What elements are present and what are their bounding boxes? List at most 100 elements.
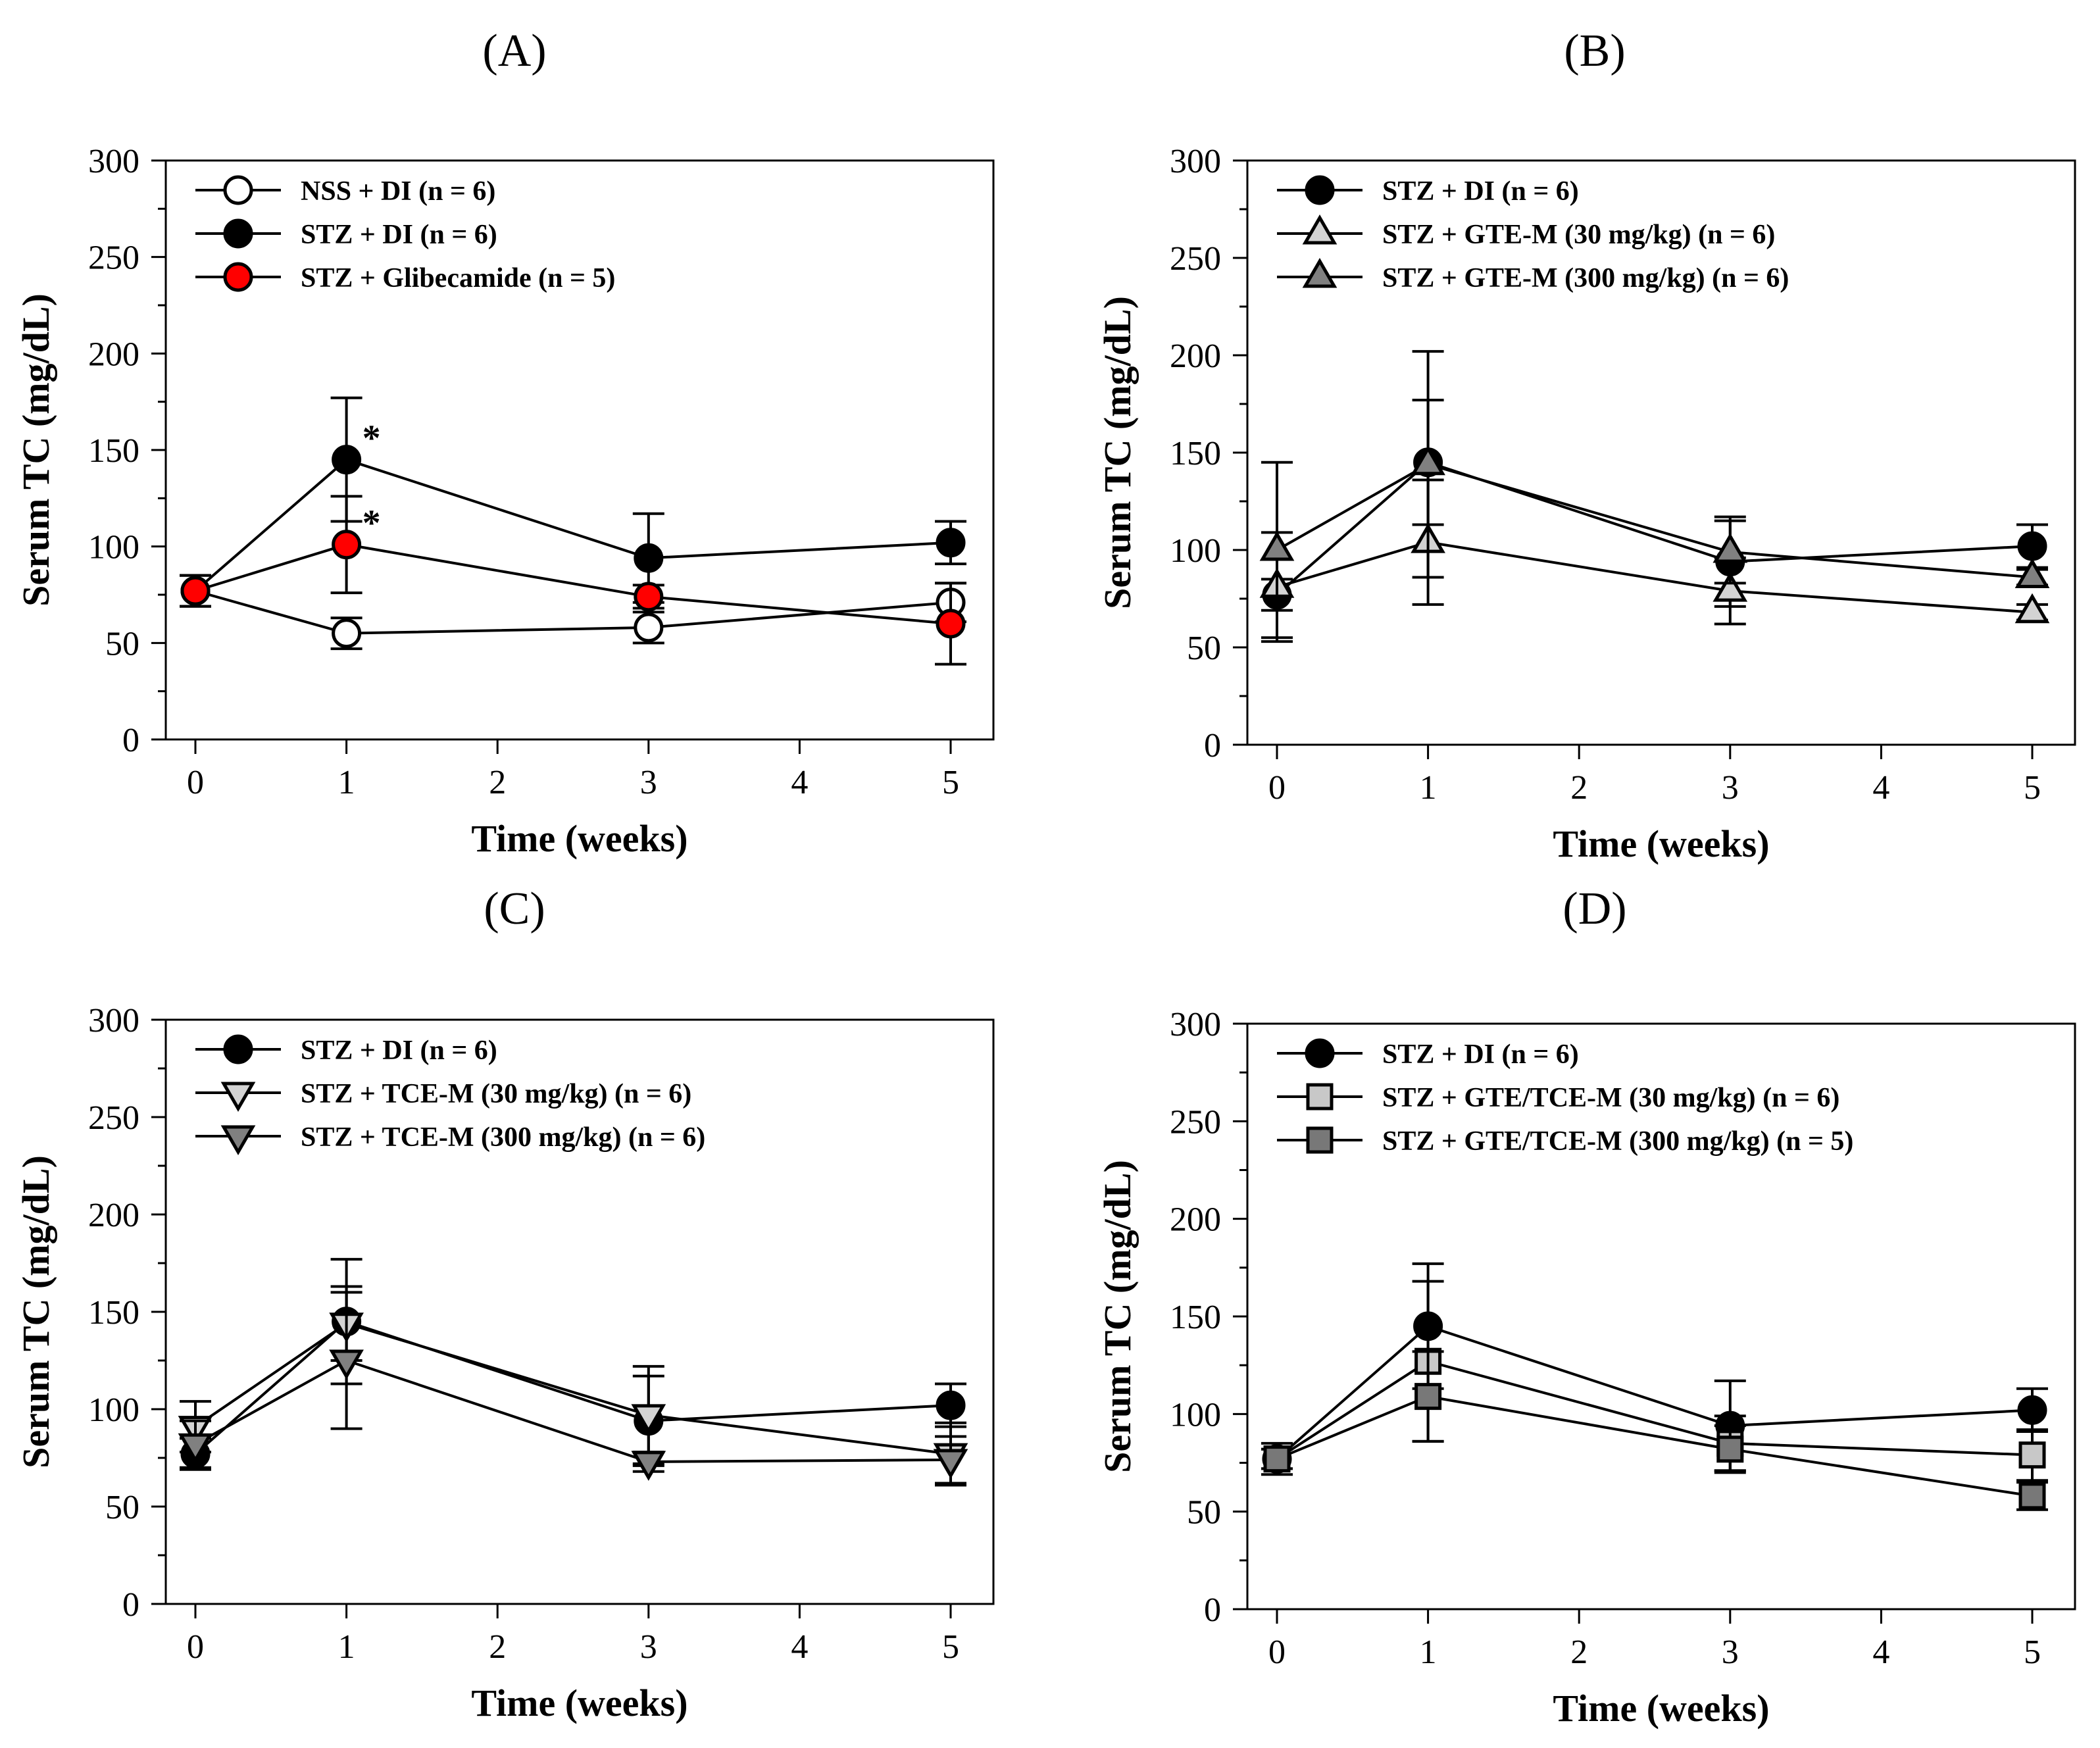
data-point xyxy=(2018,1482,2046,1510)
data-point xyxy=(933,1449,968,1479)
x-tick-label: 1 xyxy=(338,764,355,801)
significance-star: * xyxy=(362,503,381,544)
panel-d: (D) 0 50 100 150 200 250 300 0 1 2 3 4 5 Time (weeks) S… xyxy=(1096,884,2076,1730)
series-1 xyxy=(180,396,966,608)
legend-label: STZ + GTE-M (30 mg/kg) (n = 6) xyxy=(1382,220,1775,250)
data-point xyxy=(1259,531,1295,561)
data-point xyxy=(2018,1441,2046,1469)
x-tick-label: 0 xyxy=(1268,769,1286,807)
data-point xyxy=(1414,1383,1442,1411)
panel-c: (C) 0 50 100 150 200 250 300 0 1 2 3 4 5 Time (weeks) S… xyxy=(14,884,995,1724)
data-point xyxy=(631,1404,666,1434)
data-point xyxy=(332,445,362,475)
y-axis-title: Serum TC (mg/dL) xyxy=(1096,296,1139,609)
legend: STZ + DI (n = 6) STZ + GTE-M (30 mg/kg) (… xyxy=(1277,175,1789,293)
panel-label: (B) xyxy=(1564,26,1625,76)
data-point xyxy=(178,1433,213,1464)
series-line xyxy=(1276,1395,2033,1497)
x-tick-label: 1 xyxy=(1420,1634,1437,1671)
y-tick-label: 300 xyxy=(88,1002,139,1039)
series-1 xyxy=(1261,1280,2048,1482)
legend-marker xyxy=(223,218,253,249)
legend-marker xyxy=(1302,214,1338,245)
legend: STZ + DI (n = 6) STZ + TCE-M (30 mg/kg) (… xyxy=(195,1034,705,1155)
y-tick-label: 200 xyxy=(1170,1201,1221,1239)
data-point xyxy=(329,1349,364,1380)
legend-marker xyxy=(1302,258,1338,288)
series-2 xyxy=(1261,1350,2048,1511)
legend-marker xyxy=(1306,1083,1334,1111)
data-point xyxy=(1411,445,1445,476)
x-tick-label: 5 xyxy=(942,1628,959,1666)
x-tick-label: 4 xyxy=(791,1628,808,1666)
series-line xyxy=(195,589,951,635)
legend-label: STZ + GTE/TCE-M (300 mg/kg) (n = 5) xyxy=(1382,1126,1853,1157)
y-tick-label: 150 xyxy=(1170,1299,1221,1336)
y-tick-label: 150 xyxy=(1170,435,1221,472)
legend-label: STZ + DI (n = 6) xyxy=(301,1036,497,1066)
data-point xyxy=(936,528,966,558)
legend-label: STZ + GTE-M (300 mg/kg) (n = 6) xyxy=(1382,263,1789,293)
series-line xyxy=(1276,1324,2033,1461)
series-line xyxy=(195,1359,951,1463)
data-point xyxy=(332,618,362,649)
y-tick-label: 50 xyxy=(1187,630,1221,667)
x-tick-label: 3 xyxy=(640,764,657,801)
series-line xyxy=(1276,462,2033,579)
y-tick-label: 250 xyxy=(88,1099,139,1137)
x-tick-label: 5 xyxy=(2024,1634,2041,1671)
data-point xyxy=(1713,572,1748,602)
x-tick-label: 4 xyxy=(1872,1634,1889,1671)
y-tick-label: 0 xyxy=(122,722,139,759)
legend-label: STZ + TCE-M (300 mg/kg) (n = 6) xyxy=(301,1122,705,1153)
data-point xyxy=(634,582,664,612)
x-tick-label: 2 xyxy=(1570,769,1588,807)
legend-marker xyxy=(1305,1038,1335,1068)
y-axis-title: Serum TC (mg/dL) xyxy=(14,1155,57,1468)
y-axis-title: Serum TC (mg/dL) xyxy=(1096,1160,1139,1473)
series-line xyxy=(194,1320,951,1455)
legend-label: STZ + GTE/TCE-M (30 mg/kg) (n = 6) xyxy=(1382,1083,1839,1113)
x-tick-label: 5 xyxy=(942,764,959,801)
series-2 xyxy=(1259,350,2050,639)
panel-label: (A) xyxy=(482,26,546,76)
x-tick-label: 2 xyxy=(489,764,506,801)
y-tick-label: 0 xyxy=(1204,1591,1221,1629)
data-point xyxy=(634,612,664,643)
y-tick-label: 300 xyxy=(1170,1006,1221,1043)
series-line xyxy=(194,458,951,592)
series-2 xyxy=(178,1291,968,1485)
legend-marker xyxy=(223,175,253,205)
data-point xyxy=(180,576,211,606)
legend-label: STZ + DI (n = 6) xyxy=(1382,1039,1579,1070)
legend-label: STZ + Glibecamide (n = 5) xyxy=(301,263,615,293)
data-point xyxy=(2017,1395,2047,1425)
x-tick-label: 3 xyxy=(1722,769,1739,807)
legend-marker xyxy=(223,262,253,292)
data-point xyxy=(1716,1436,1744,1463)
y-tick-label: 250 xyxy=(1170,1103,1221,1141)
x-tick-label: 3 xyxy=(640,1628,657,1666)
y-tick-label: 100 xyxy=(1170,532,1221,570)
legend: NSS + DI (n = 6) STZ + DI (n = 6) STZ + Gl… xyxy=(195,175,615,293)
legend-marker xyxy=(1306,1126,1334,1154)
series-line xyxy=(195,543,951,625)
x-tick-label: 0 xyxy=(1268,1634,1286,1671)
y-tick-label: 100 xyxy=(1170,1396,1221,1434)
panel-a: (A) 0 50 100 150 200 250 300 0 1 2 3 4 5 Time (weeks) S… xyxy=(14,26,995,860)
legend-marker xyxy=(220,1125,256,1155)
plot-frame xyxy=(164,159,995,741)
y-tick-label: 150 xyxy=(88,1294,139,1332)
series-0 xyxy=(180,574,966,651)
legend-marker xyxy=(220,1082,256,1112)
y-tick-label: 250 xyxy=(1170,240,1221,278)
x-tick-label: 2 xyxy=(1570,1634,1588,1671)
data-point xyxy=(634,543,664,573)
data-point xyxy=(1713,532,1748,563)
data-point xyxy=(1263,1445,1291,1473)
data-point xyxy=(2014,593,2050,624)
series-1 xyxy=(178,1285,968,1487)
y-tick-label: 0 xyxy=(1204,727,1221,764)
x-tick-label: 2 xyxy=(489,1628,506,1666)
series-2 xyxy=(180,495,966,666)
